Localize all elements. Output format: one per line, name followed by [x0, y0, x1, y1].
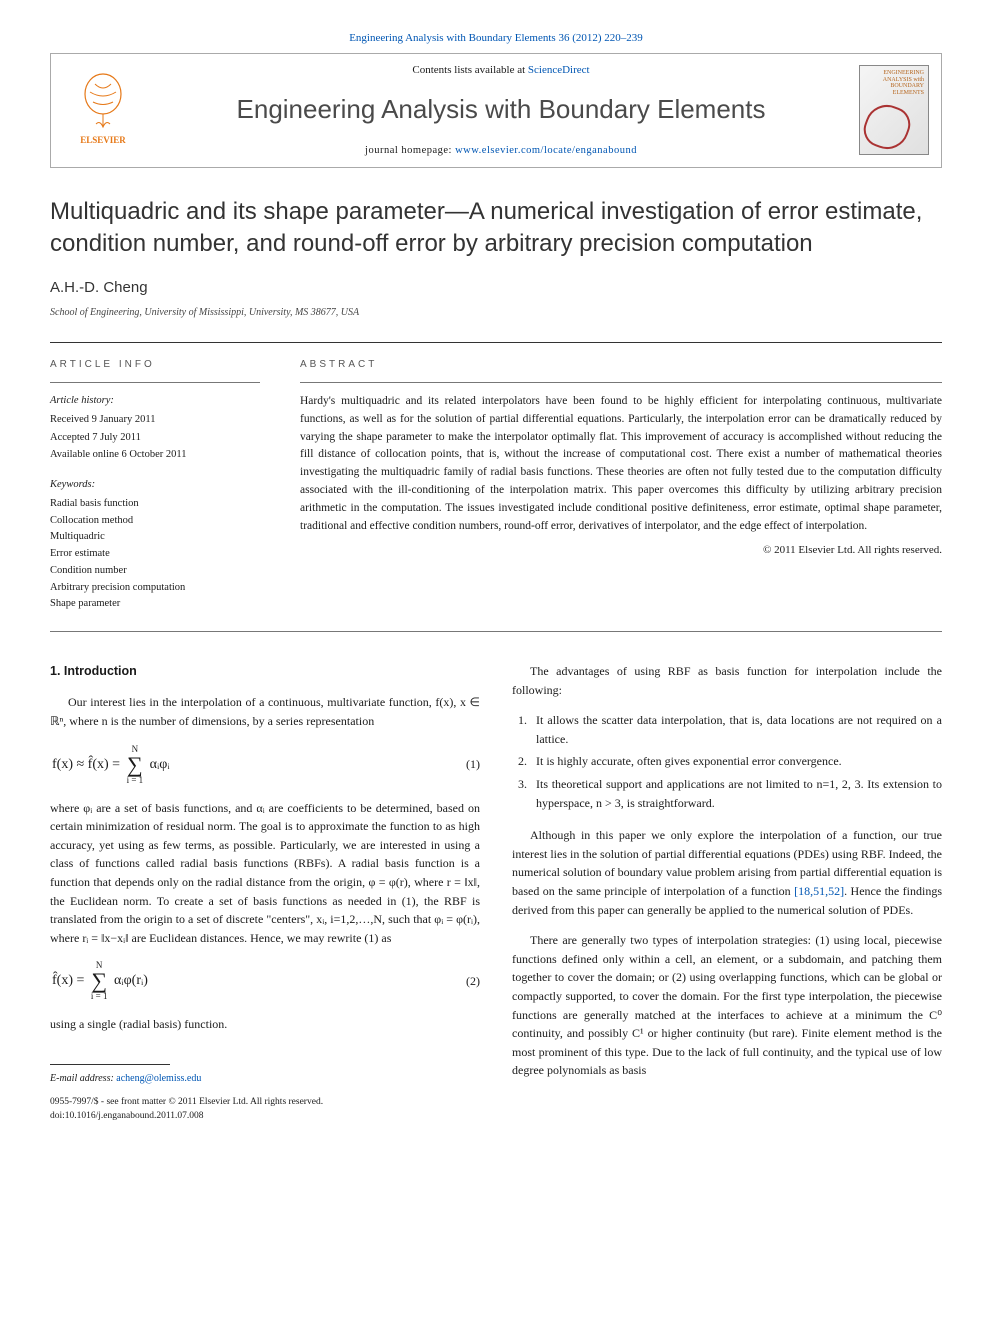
contents-prefix: Contents lists available at [412, 64, 527, 76]
paragraph: There are generally two types of interpo… [512, 931, 942, 1080]
eq-number: (1) [466, 755, 480, 774]
body-columns: 1. Introduction Our interest lies in the… [50, 662, 942, 1123]
homepage-prefix: journal homepage: [365, 145, 455, 156]
sciencedirect-link[interactable]: ScienceDirect [528, 64, 590, 76]
top-journal-anchor[interactable]: Engineering Analysis with Boundary Eleme… [349, 32, 643, 44]
history-accepted: Accepted 7 July 2011 [50, 430, 260, 446]
keyword-item: Arbitrary precision computation [50, 580, 260, 596]
eq1-lhs: f(x) ≈ f̂(x) = [52, 757, 124, 772]
article-title: Multiquadric and its shape parameter—A n… [50, 196, 942, 261]
right-column: The advantages of using RBF as basis fun… [512, 662, 942, 1123]
equation-1: f(x) ≈ f̂(x) = N∑i = 1 αᵢφᵢ (1) [50, 745, 480, 785]
paragraph: Although in this paper we only explore t… [512, 826, 942, 919]
contents-line: Contents lists available at ScienceDirec… [143, 62, 859, 79]
divider-top [50, 342, 942, 343]
abstract-label: abstract [300, 357, 942, 372]
article-info-block: article info Article history: Received 9… [50, 357, 260, 613]
history-label: Article history: [50, 393, 260, 409]
history-online: Available online 6 October 2011 [50, 447, 260, 463]
list-number: 3. [518, 775, 536, 812]
keyword-item: Shape parameter [50, 596, 260, 612]
eq-body: f̂(x) = N∑i = 1 αᵢφ(rᵢ) [50, 961, 466, 1001]
footnote-separator [50, 1064, 170, 1065]
keyword-item: Multiquadric [50, 529, 260, 545]
abstract-copyright: © 2011 Elsevier Ltd. All rights reserved… [300, 542, 942, 559]
paragraph: The advantages of using RBF as basis fun… [512, 662, 942, 699]
list-text: Its theoretical support and applications… [536, 775, 942, 812]
meta-row: article info Article history: Received 9… [50, 357, 942, 613]
section-heading: 1. Introduction [50, 662, 480, 681]
homepage-link[interactable]: www.elsevier.com/locate/enganabound [455, 145, 637, 156]
abstract-divider [300, 382, 942, 383]
eq1-rhs: αᵢφᵢ [146, 757, 170, 772]
elsevier-tree-icon [78, 72, 128, 132]
journal-name: Engineering Analysis with Boundary Eleme… [143, 90, 859, 129]
issn-line: 0955-7997/$ - see front matter © 2011 El… [50, 1096, 480, 1109]
paragraph: using a single (radial basis) function. [50, 1015, 480, 1034]
journal-cover-thumbnail: ENGINEERING ANALYSIS with BOUNDARY ELEME… [859, 65, 929, 155]
journal-homepage: journal homepage: www.elsevier.com/locat… [143, 143, 859, 159]
history-received: Received 9 January 2011 [50, 412, 260, 428]
left-column: 1. Introduction Our interest lies in the… [50, 662, 480, 1123]
article-info-label: article info [50, 357, 260, 372]
elsevier-text: ELSEVIER [80, 134, 126, 148]
top-journal-link: Engineering Analysis with Boundary Eleme… [50, 30, 942, 47]
list-item: 3.Its theoretical support and applicatio… [518, 775, 942, 812]
doi-line: doi:10.1016/j.enganabound.2011.07.008 [50, 1110, 480, 1123]
list-text: It is highly accurate, often gives expon… [536, 752, 942, 771]
email-link[interactable]: acheng@olemiss.edu [116, 1073, 201, 1084]
list-number: 2. [518, 752, 536, 771]
summation-icon: N∑i = 1 [127, 745, 144, 785]
list-item: 2.It is highly accurate, often gives exp… [518, 752, 942, 771]
list-item: 1.It allows the scatter data interpolati… [518, 711, 942, 748]
info-divider [50, 382, 260, 383]
citation-link[interactable]: [18,51,52] [794, 884, 844, 898]
eq-body: f(x) ≈ f̂(x) = N∑i = 1 αᵢφᵢ [50, 745, 466, 785]
eq2-lhs: f̂(x) = [52, 974, 88, 989]
list-number: 1. [518, 711, 536, 748]
keywords-label: Keywords: [50, 477, 260, 493]
numbered-list: 1.It allows the scatter data interpolati… [518, 711, 942, 812]
journal-header: ELSEVIER Contents lists available at Sci… [50, 53, 942, 168]
paragraph: where φᵢ are a set of basis functions, a… [50, 799, 480, 948]
keyword-item: Radial basis function [50, 496, 260, 512]
keyword-item: Condition number [50, 563, 260, 579]
divider-bottom [50, 631, 942, 632]
keyword-item: Collocation method [50, 513, 260, 529]
paragraph: Our interest lies in the interpolation o… [50, 693, 480, 730]
abstract-block: abstract Hardy's multiquadric and its re… [300, 357, 942, 613]
header-center: Contents lists available at ScienceDirec… [143, 62, 859, 159]
eq-number: (2) [466, 972, 480, 991]
author-affiliation: School of Engineering, University of Mis… [50, 305, 942, 320]
author-name: A.H.-D. Cheng [50, 277, 942, 300]
cover-text: ENGINEERING ANALYSIS with BOUNDARY ELEME… [864, 70, 924, 96]
email-footnote: E-mail address: acheng@olemiss.edu [50, 1071, 480, 1087]
eq2-rhs: αᵢφ(rᵢ) [110, 974, 147, 989]
summation-icon: N∑i = 1 [91, 961, 108, 1001]
keyword-item: Error estimate [50, 546, 260, 562]
equation-2: f̂(x) = N∑i = 1 αᵢφ(rᵢ) (2) [50, 961, 480, 1001]
elsevier-logo: ELSEVIER [63, 65, 143, 155]
list-text: It allows the scatter data interpolation… [536, 711, 942, 748]
abstract-text: Hardy's multiquadric and its related int… [300, 393, 942, 536]
email-label: E-mail address: [50, 1073, 114, 1084]
